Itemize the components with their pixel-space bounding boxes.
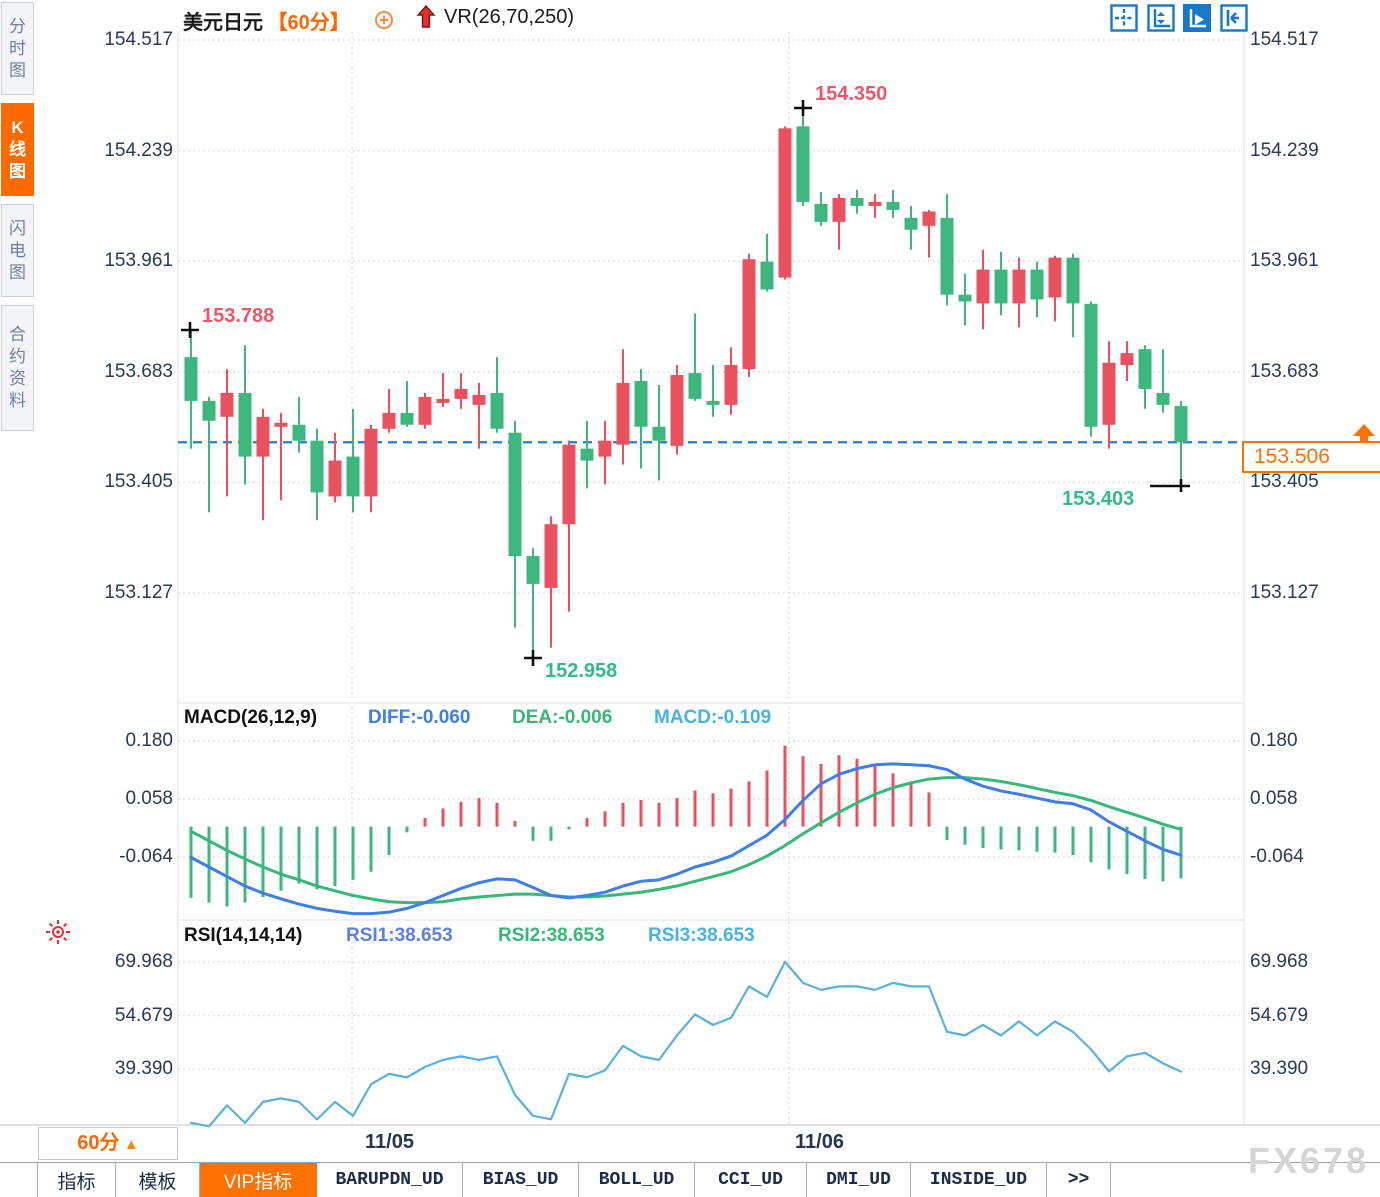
sidebar-tab-char: 料 <box>9 391 26 410</box>
price-tick-left: 153.961 <box>104 250 173 272</box>
annotation-recent-low: 153.403 <box>1062 488 1135 510</box>
bottom-tab-[interactable]: 指标 <box>38 1163 116 1197</box>
rsi-tick-right: 39.390 <box>1250 1058 1309 1079</box>
sidebar-tab-char: 图 <box>9 262 26 282</box>
price-tick-left: 154.239 <box>104 139 173 161</box>
macd-diff-label: DIFF:-0.060 <box>368 707 471 728</box>
price-up-arrow-base <box>1360 436 1368 441</box>
macd-tick-right: 0.058 <box>1250 788 1298 810</box>
macd-tick-right: 0.180 <box>1250 730 1298 752</box>
alarm-sun-icon[interactable] <box>44 918 72 946</box>
period-tag: 【60分】 <box>267 12 350 34</box>
price-tick-right: 154.517 <box>1250 29 1319 50</box>
sidebar-tab-char: 时 <box>9 38 26 58</box>
rsi-tick-left: 54.679 <box>114 1004 173 1026</box>
bottom-tab-[interactable]: >> <box>1047 1163 1111 1197</box>
price-tick-right: 153.961 <box>1250 250 1319 272</box>
sidebar-tab-char: 分 <box>9 16 26 36</box>
sidebar-tab-char: 约 <box>9 347 26 366</box>
tab-bar-corner <box>0 1163 38 1197</box>
rsi-tick-left: 39.390 <box>114 1058 173 1079</box>
watermark: FX678 <box>1248 1140 1370 1181</box>
axis-play-icon[interactable] <box>1183 4 1211 32</box>
bottom-tab-inside_ud[interactable]: INSIDE_UD <box>911 1163 1047 1197</box>
sidebar-tab-char: 闪 <box>9 218 26 238</box>
pan-right-icon[interactable] <box>1220 4 1248 32</box>
rsi-tick-right: 54.679 <box>1250 1004 1309 1026</box>
bottom-tab-boll_ud[interactable]: BOLL_UD <box>579 1163 695 1197</box>
header: 美元日元 【60分】 <box>183 6 350 35</box>
bottom-tab-vip[interactable]: VIP指标 <box>200 1163 317 1197</box>
sidebar-tab-1[interactable]: 分时图 <box>1 2 34 95</box>
axis-zoom-icon[interactable] <box>1147 4 1175 32</box>
rsi-tick-right: 69.968 <box>1250 951 1309 972</box>
sidebar-tab-3[interactable]: 闪电图 <box>1 204 34 297</box>
price-tick-left: 153.127 <box>104 582 173 604</box>
sidebar-tab-char: 线 <box>9 139 26 159</box>
macd-tick-left: -0.064 <box>119 846 173 868</box>
macd-dea-label: DEA:-0.006 <box>512 707 613 728</box>
sidebar-tab-char: 合 <box>9 325 26 344</box>
rsi2-label: RSI2:38.653 <box>498 925 605 946</box>
last-price-tag: 153.506 <box>1242 441 1380 473</box>
symbol-title: 美元日元 <box>183 12 263 34</box>
macd-tick-right: -0.064 <box>1250 846 1304 868</box>
sidebar-tab-4[interactable]: 合约资料 <box>1 305 34 431</box>
sidebar-tab-char: 图 <box>9 60 26 80</box>
indicator-tab-bar: 指标 模板 VIP指标 BARUPDN_UD BIAS_UD BOLL_UD CCI_UD D… <box>0 1162 1380 1197</box>
crosshair-icon[interactable] <box>1110 4 1138 32</box>
rsi-title: RSI(14,14,14) <box>184 925 303 946</box>
period-selector[interactable]: 60分 ▲ <box>38 1127 178 1160</box>
annotation-low: 152.958 <box>545 660 618 682</box>
sidebar-tab-char: 电 <box>9 240 26 260</box>
vr-indicator-label: VR(26,70,250) <box>444 6 575 28</box>
bottom-tab-dmi_ud[interactable]: DMI_UD <box>807 1163 911 1197</box>
price-up-arrow-icon <box>1353 424 1375 436</box>
sidebar-tab-char: 资 <box>9 369 26 388</box>
bottom-tab-[interactable]: 模板 <box>116 1163 200 1197</box>
macd-tick-left: 0.180 <box>125 730 173 752</box>
caret-up-icon: ▲ <box>123 1136 139 1153</box>
sidebar-tab-char: 图 <box>9 161 26 181</box>
price-tick-right: 153.127 <box>1250 582 1319 604</box>
red-up-arrow-icon[interactable] <box>413 3 439 31</box>
price-tick-left: 153.405 <box>104 471 173 493</box>
period-selector-label: 60分 <box>77 1132 120 1154</box>
rsi-tick-left: 69.968 <box>114 951 173 972</box>
macd-tick-left: 0.058 <box>125 788 173 810</box>
price-tick-right: 153.405 <box>1250 471 1319 493</box>
macd-macd-label: MACD:-0.109 <box>654 707 772 728</box>
circle-plus-icon[interactable] <box>372 7 396 31</box>
price-tick-right: 154.239 <box>1250 139 1319 161</box>
price-tick-right: 153.683 <box>1250 360 1319 382</box>
sidebar-tab-char: K <box>11 117 24 137</box>
bottom-tab-cci_ud[interactable]: CCI_UD <box>695 1163 807 1197</box>
rsi3-label: RSI3:38.653 <box>648 925 755 946</box>
price-tick-left: 153.683 <box>104 360 173 382</box>
bottom-tab-barupdn_ud[interactable]: BARUPDN_UD <box>317 1163 463 1197</box>
macd-title: MACD(26,12,9) <box>184 707 318 728</box>
rsi1-label: RSI1:38.653 <box>346 925 453 946</box>
annotation-open-high: 153.788 <box>202 305 275 327</box>
x-label-1106: 11/06 <box>795 1131 844 1153</box>
price-tick-left: 154.517 <box>104 29 173 50</box>
x-label-1105: 11/05 <box>365 1131 414 1153</box>
annotation-high: 154.350 <box>815 83 888 105</box>
bottom-tab-bias_ud[interactable]: BIAS_UD <box>463 1163 579 1197</box>
